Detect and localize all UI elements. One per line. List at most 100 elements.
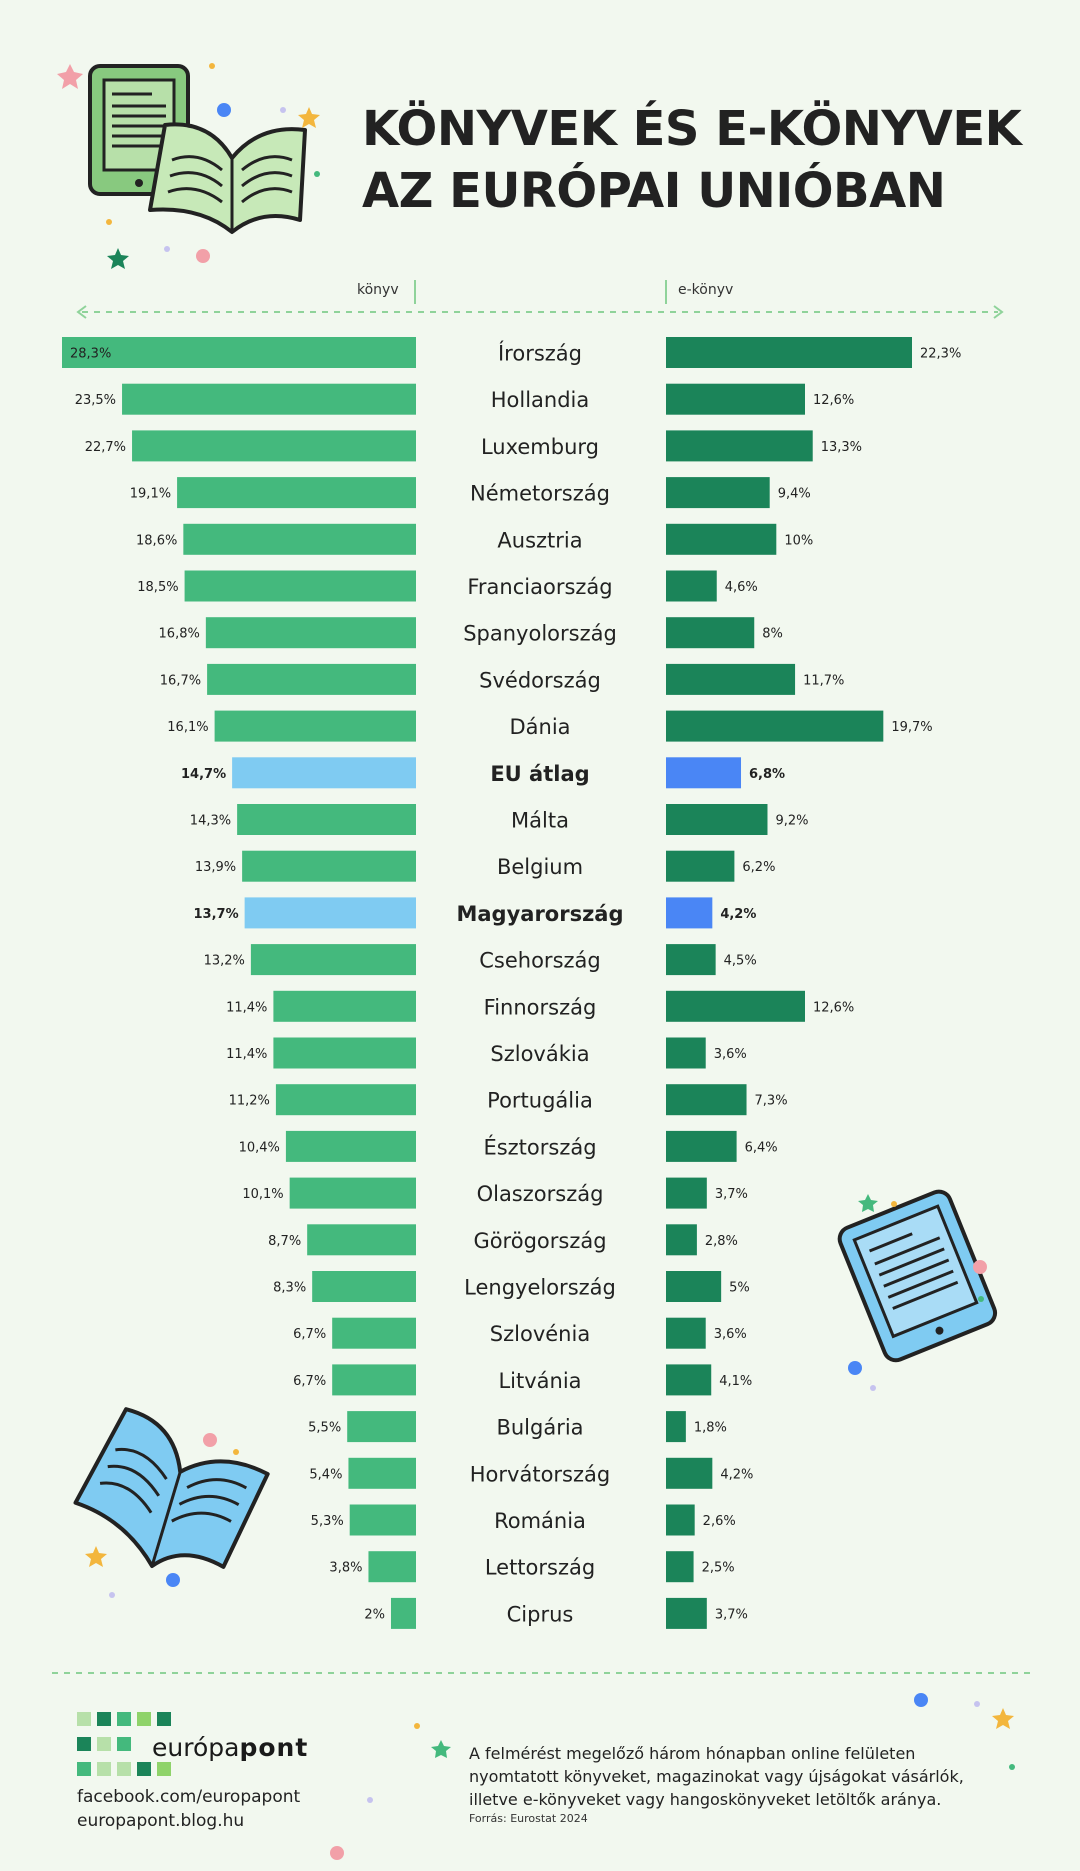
dot-icon [233,1449,239,1455]
page-title: KÖNYVEK ÉS E-KÖNYVEK AZ EURÓPAI UNIÓBAN [362,98,1062,222]
left-series-label: könyv [357,282,399,298]
ebook-bar [666,1504,695,1536]
book-bar [332,1364,416,1396]
country-label: Ciprus [507,1602,574,1626]
ebook-bar [666,617,755,649]
title-line-1: KÖNYVEK ÉS E-KÖNYVEK [362,101,1022,157]
ebook-bar [666,897,713,929]
book-value-label: 6,7% [293,1374,326,1389]
dot-icon [1009,1764,1015,1770]
dot-icon [217,103,231,117]
ebook-bar [666,1224,697,1256]
book-bar [132,430,416,462]
country-label: Belgium [497,855,583,879]
ebook-value-label: 2,6% [703,1514,736,1529]
logo-square [157,1712,171,1726]
ebook-value-label: 6,4% [745,1140,778,1155]
country-label: Bulgária [496,1416,583,1440]
book-value-label: 10,1% [242,1187,283,1202]
book-value-label: 6,7% [293,1327,326,1342]
book-value-label: 13,7% [194,907,239,922]
book-bar [312,1271,416,1302]
ebook-bar [666,710,884,742]
ebook-bar [666,523,777,555]
footer-links: facebook.com/europapont europapont.blog.… [77,1785,300,1833]
dot-icon [891,1201,897,1207]
right-series-tick [665,280,667,304]
ebook-bar [666,850,735,882]
ebook-value-label: 9,2% [775,814,808,829]
country-label: EU átlag [490,762,589,786]
country-label: Svédország [479,668,601,692]
ebook-value-label: 4,2% [720,1467,753,1482]
ebook-value-label: 22,3% [920,347,961,362]
ebook-bar [666,944,716,976]
ebook-bar [666,1597,707,1629]
book-value-label: 11,4% [226,1000,267,1015]
ebook-bar [666,1551,694,1583]
country-label: Horvátország [470,1462,610,1486]
book-value-label: 8,7% [268,1234,301,1249]
ebook-bar [666,804,768,835]
dot-icon [973,1260,987,1274]
ebook-value-label: 2,5% [702,1561,735,1576]
country-label: Olaszország [477,1182,604,1206]
book-value-label: 5,5% [308,1421,341,1436]
logo-square [137,1762,151,1776]
ebook-bar [666,1271,722,1302]
book-bar [349,1504,416,1536]
ebook-bar [666,1084,747,1116]
brand-wordmark-bold: pont [239,1733,309,1762]
country-label: Hollandia [491,388,590,412]
logo-square [97,1712,111,1726]
country-label: Románia [494,1509,586,1533]
blog-link[interactable]: europapont.blog.hu [77,1811,245,1831]
ebook-value-label: 1,8% [694,1421,727,1436]
ebook-value-label: 6,2% [742,860,775,875]
book-bar [285,1130,416,1162]
country-label: Málta [511,809,569,833]
book-value-label: 2% [364,1607,385,1622]
facebook-link[interactable]: facebook.com/europapont [77,1787,301,1807]
star-icon [107,248,129,269]
book-bar [214,710,416,742]
dot-icon [848,1361,862,1375]
ebook-bar [666,1317,706,1349]
star-icon [85,1546,107,1567]
ebook-value-label: 7,3% [755,1094,788,1109]
ebook-value-label: 6,8% [749,767,785,782]
ebook-bar [666,570,717,602]
book-value-label: 14,7% [181,767,226,782]
book-value-label: 23,5% [75,393,116,408]
ebook-bar [666,383,805,415]
book-value-label: 16,1% [167,720,208,735]
dot-icon [109,1592,115,1598]
dot-icon [166,1573,180,1587]
book-bar [184,570,416,602]
country-label: Írország [498,341,582,366]
ebook-bar [666,1037,706,1069]
ebook-value-label: 8% [762,627,783,642]
book-value-label: 22,7% [85,440,126,455]
book-bar [307,1224,416,1256]
book-value-label: 13,2% [204,954,245,969]
book-value-label: 28,3% [70,347,111,362]
country-label: Lengyelország [464,1276,616,1300]
country-label: Lettország [485,1556,595,1580]
dot-icon [870,1385,876,1391]
logo-square [117,1762,131,1776]
dot-icon [280,107,286,113]
country-label: Magyarország [456,902,623,926]
book-bar [289,1177,416,1209]
ebook-value-label: 4,1% [719,1374,752,1389]
dot-icon [209,63,215,69]
ebook-value-label: 3,6% [714,1047,747,1062]
ebook-value-label: 9,4% [778,487,811,502]
book-value-label: 16,8% [159,627,200,642]
book-value-label: 19,1% [130,487,171,502]
ebook-value-label: 5% [729,1281,750,1296]
book-bar [242,850,416,882]
book-bar [275,1084,416,1116]
